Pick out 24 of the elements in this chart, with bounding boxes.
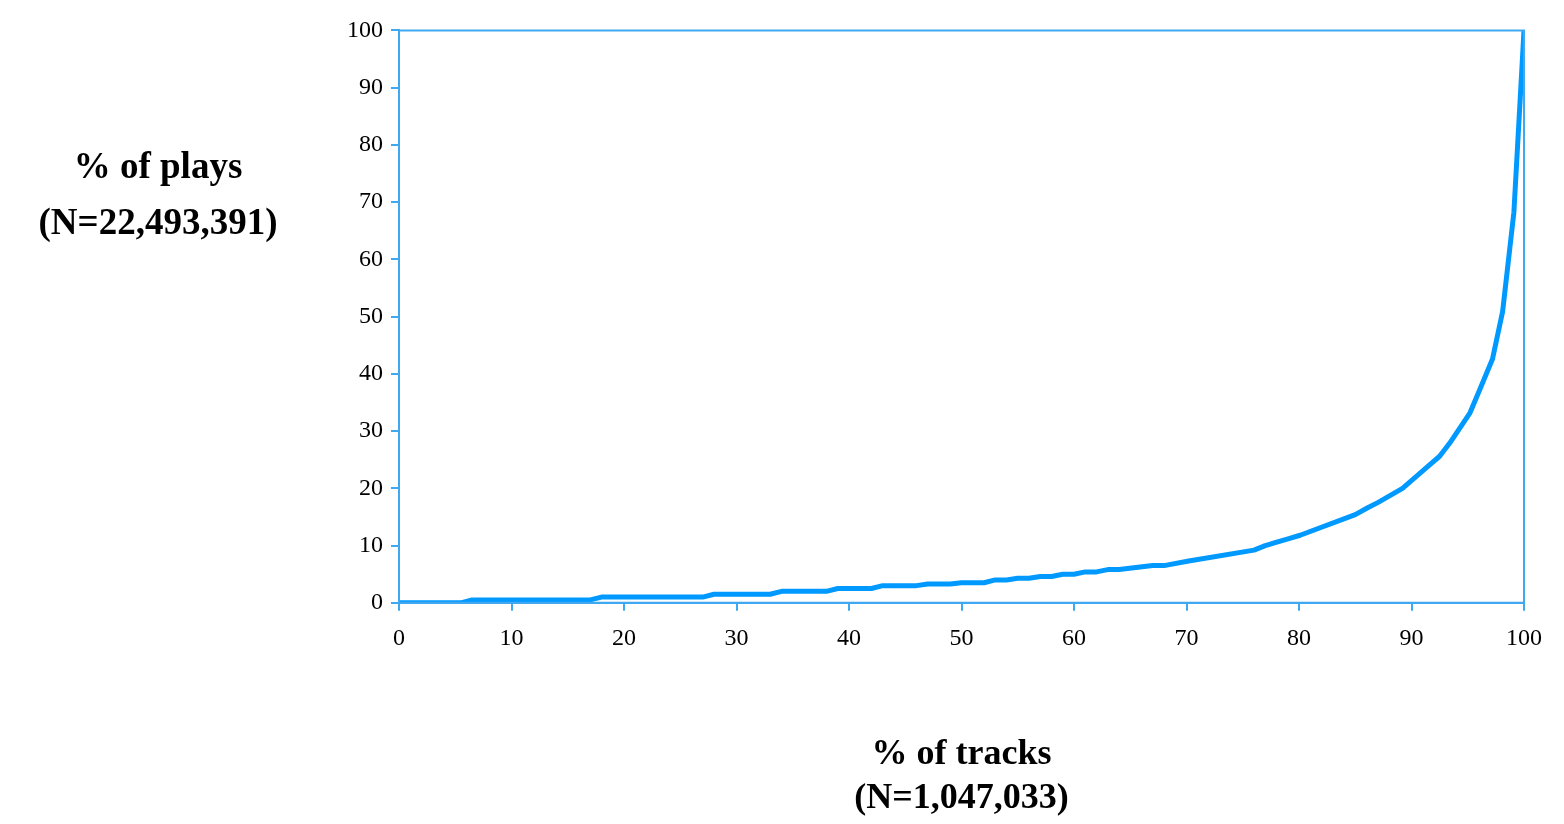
- x-tick-label: 30: [724, 624, 749, 651]
- x-tick-label: 80: [1287, 624, 1311, 651]
- y-tick-label: 90: [359, 72, 383, 99]
- x-tick-label: 0: [393, 624, 405, 651]
- y-tick-label: 0: [371, 588, 383, 615]
- y-tick-label: 20: [359, 473, 383, 500]
- y-tick-label: 80: [359, 130, 383, 157]
- x-axis-title: % of tracks (N=1,047,033): [854, 732, 1069, 816]
- y-tick-label: 40: [359, 359, 383, 386]
- y-tick-label: 70: [359, 187, 383, 214]
- y-tick-label: 50: [359, 301, 383, 328]
- y-tick-label: 100: [347, 15, 383, 42]
- x-tick-label: 90: [1399, 624, 1424, 651]
- x-tick-label: 60: [1062, 624, 1086, 651]
- x-tick-label: 100: [1506, 624, 1542, 651]
- y-axis-title: % of plays (N=22,493,391): [37, 144, 279, 244]
- y-tick-label: 10: [359, 530, 383, 557]
- x-tick-label: 10: [499, 624, 524, 651]
- x-tick-label: 40: [837, 624, 861, 651]
- x-tick-label: 20: [612, 624, 636, 651]
- y-tick-label: 60: [359, 244, 383, 271]
- y-tick-label: 30: [359, 416, 383, 443]
- x-tick-label: 70: [1174, 624, 1199, 651]
- x-tick-label: 50: [949, 624, 974, 651]
